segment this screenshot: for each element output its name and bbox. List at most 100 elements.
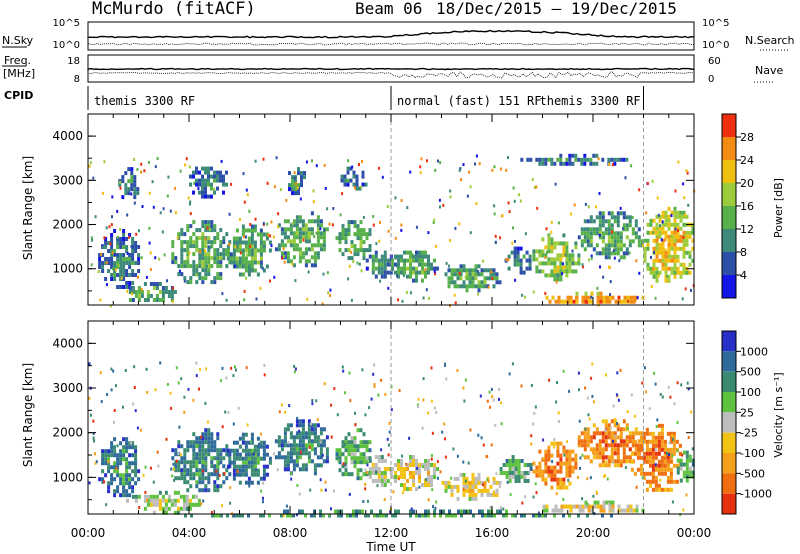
- echo-cell: [110, 241, 114, 245]
- echo-cell: [557, 221, 560, 225]
- echo-cell: [614, 299, 618, 304]
- echo-cell: [177, 476, 181, 481]
- echo-cell: [559, 161, 563, 166]
- echo-cell: [394, 475, 397, 479]
- echo-cell: [243, 200, 246, 204]
- echo-cell: [638, 271, 641, 275]
- echo-cell: [198, 436, 202, 441]
- echo-cell: [573, 203, 576, 207]
- echo-cell: [213, 440, 217, 445]
- echo-cell: [601, 239, 605, 244]
- echo-cell: [189, 468, 193, 473]
- echo-cell: [439, 509, 442, 514]
- echo-cell: [508, 459, 512, 463]
- echo-cell: [172, 467, 175, 471]
- echo-cell: [197, 272, 200, 276]
- echo-cell: [495, 492, 499, 497]
- echo-cell: [613, 239, 617, 244]
- echo-cell: [299, 450, 302, 454]
- echo-cell: [192, 268, 196, 273]
- echo-cell: [161, 298, 165, 302]
- echo-cell: [353, 220, 357, 225]
- echo-cell: [195, 182, 198, 187]
- echo-cell: [629, 504, 633, 509]
- echo-cell: [259, 256, 263, 261]
- echo-cell: [170, 290, 174, 294]
- echo-cell: [459, 272, 463, 277]
- echo-cell: [113, 493, 117, 498]
- echo-cell: [391, 258, 394, 263]
- echo-cell: [210, 264, 214, 269]
- echo-cell: [494, 240, 497, 244]
- echo-cell: [640, 431, 644, 436]
- echo-cell: [507, 254, 511, 259]
- echo-cell: [516, 262, 520, 267]
- echo-cell: [116, 257, 120, 261]
- echo-cell: [247, 252, 251, 257]
- echo-cell: [295, 423, 299, 428]
- echo-cell: [652, 274, 656, 279]
- echo-cell: [124, 191, 128, 196]
- echo-cell: [601, 231, 605, 236]
- echo-cell: [649, 230, 653, 235]
- echo-cell: [532, 257, 536, 262]
- echo-cell: [262, 221, 265, 225]
- echo-cell: [604, 431, 608, 436]
- echo-cell: [628, 431, 632, 436]
- echo-cell: [358, 163, 360, 166]
- echo-cell: [397, 477, 400, 481]
- echo-cell: [550, 237, 554, 242]
- echo-cell: [403, 250, 406, 255]
- echo-cell: [116, 209, 119, 213]
- echo-cell: [186, 240, 190, 245]
- echo-cell: [125, 465, 129, 470]
- echo-cell: [550, 220, 553, 224]
- echo-cell: [233, 264, 236, 268]
- x-tick-label: 20:00: [576, 526, 611, 540]
- echo-cell: [658, 270, 662, 275]
- echo-cell: [436, 467, 439, 471]
- echo-cell: [676, 470, 680, 475]
- echo-cell: [222, 464, 226, 469]
- echo-cell: [93, 439, 95, 443]
- echo-cell: [238, 436, 242, 441]
- echo-cell: [607, 255, 611, 260]
- echo-cell: [628, 447, 632, 452]
- echo-cell: [294, 187, 297, 192]
- echo-cell: [616, 251, 620, 256]
- echo-cell: [664, 254, 668, 259]
- echo-cell: [427, 463, 430, 467]
- echo-cell: [663, 443, 667, 448]
- echo-cell: [355, 182, 359, 187]
- echo-cell: [648, 439, 652, 444]
- echo-cell: [173, 478, 176, 482]
- echo-cell: [326, 271, 329, 275]
- echo-cell: [386, 467, 390, 471]
- echo-cell: [412, 483, 415, 487]
- echo-cell: [113, 437, 117, 442]
- echo-cell: [584, 427, 587, 431]
- echo-cell: [463, 399, 466, 403]
- echo-cell: [304, 431, 308, 436]
- echo-cell: [492, 272, 496, 277]
- echo-cell: [583, 247, 587, 252]
- echo-cell: [116, 273, 120, 277]
- colorbar-swatch: [722, 493, 736, 514]
- echo-cell: [526, 463, 530, 467]
- echo-cell: [174, 452, 178, 457]
- echo-cell: [405, 290, 408, 294]
- echo-cell: [660, 435, 664, 440]
- echo-cell: [221, 292, 224, 296]
- echo-cell: [517, 475, 521, 479]
- echo-cell: [657, 431, 661, 436]
- echo-cell: [216, 170, 219, 175]
- echo-cell: [394, 479, 397, 483]
- echo-cell: [256, 448, 260, 453]
- echo-cell: [645, 459, 649, 464]
- echo-cell: [412, 455, 415, 459]
- echo-cell: [304, 513, 307, 518]
- echo-cell: [238, 468, 242, 473]
- echo-cell: [400, 254, 403, 259]
- echo-cell: [434, 506, 437, 510]
- echo-cell: [422, 398, 425, 402]
